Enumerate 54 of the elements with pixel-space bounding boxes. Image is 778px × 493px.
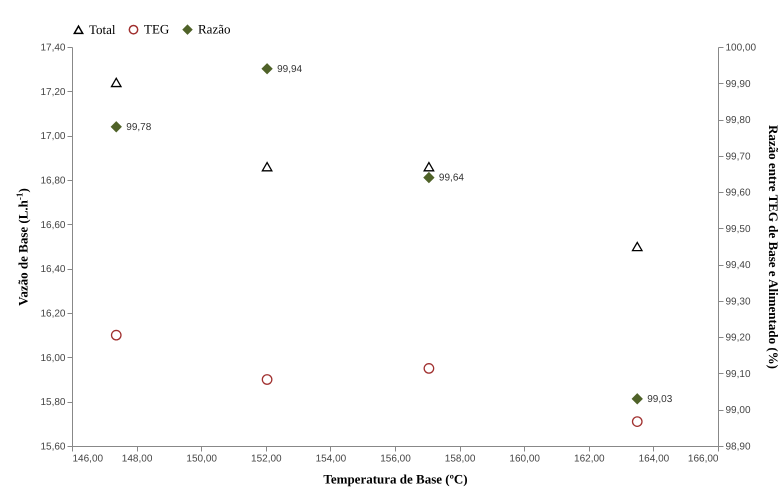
point xyxy=(424,363,434,374)
x-tick-label: 158,00 xyxy=(444,454,476,464)
y-tick-label: 16,80 xyxy=(40,176,66,186)
point xyxy=(632,242,643,252)
x-tick-label: 156,00 xyxy=(380,454,412,464)
y-tick-label: 16,40 xyxy=(40,264,66,276)
x-tick-label: 152,00 xyxy=(251,454,282,464)
x-tick-label: 148,00 xyxy=(122,454,153,464)
y2-tick-label: 99,80 xyxy=(726,115,751,126)
data-label: 99,64 xyxy=(438,172,464,184)
x-tick-label: 160,00 xyxy=(509,454,540,464)
x-tick-label: 166,00 xyxy=(688,454,719,464)
x-axis-title: Temperatura de Base (ºC) xyxy=(323,472,468,486)
y2-tick-label: 99,90 xyxy=(726,78,751,90)
y-tick-label: 16,00 xyxy=(40,352,66,364)
legend-label: Total xyxy=(89,22,116,37)
point xyxy=(632,416,643,427)
y2-tick-label: 99,50 xyxy=(726,224,751,235)
y-tick-label: 15,60 xyxy=(40,442,66,452)
point xyxy=(110,78,122,88)
y2-tick-label: 100,00 xyxy=(726,42,757,54)
x-tick-label: 164,00 xyxy=(638,454,670,464)
y2-axis-title: Razão entre TEG de Base e Alimentado (%) xyxy=(766,125,778,369)
x-tick-label: 154,00 xyxy=(316,454,347,464)
y2-tick-label: 99,00 xyxy=(726,405,751,416)
x-tick-label: 146,00 xyxy=(72,454,104,464)
data-label: 99,78 xyxy=(126,122,152,133)
point xyxy=(262,162,272,172)
legend-label: Razão xyxy=(198,22,230,37)
point xyxy=(262,63,272,74)
y-tick-label: 16,20 xyxy=(40,308,66,320)
legend-label: TEG xyxy=(144,22,170,37)
y2-tick-label: 99,30 xyxy=(726,296,751,308)
point xyxy=(110,330,122,341)
y-tick-label: 17,40 xyxy=(40,42,66,54)
y2-tick-label: 99,10 xyxy=(726,368,751,380)
y2-tick-label: 99,70 xyxy=(726,151,751,162)
x-tick-label: 150,00 xyxy=(186,454,218,464)
point xyxy=(424,172,434,183)
y2-tick-label: 99,20 xyxy=(726,332,751,344)
y2-tick-label: 99,60 xyxy=(726,188,751,199)
point xyxy=(632,393,643,404)
point xyxy=(110,121,122,132)
y2-tick-label: 98,90 xyxy=(726,442,751,452)
data-label: 99,94 xyxy=(277,64,303,75)
y2-tick-label: 99,40 xyxy=(726,260,751,272)
y-tick-label: 16,60 xyxy=(40,220,66,231)
x-tick-label: 162,00 xyxy=(574,454,606,464)
y-tick-label: 17,00 xyxy=(40,131,66,142)
data-label: 99,03 xyxy=(647,394,673,405)
y-tick-label: 15,80 xyxy=(40,397,66,408)
y-tick-label: 17,20 xyxy=(40,86,66,98)
point xyxy=(262,374,272,385)
point xyxy=(424,162,434,172)
